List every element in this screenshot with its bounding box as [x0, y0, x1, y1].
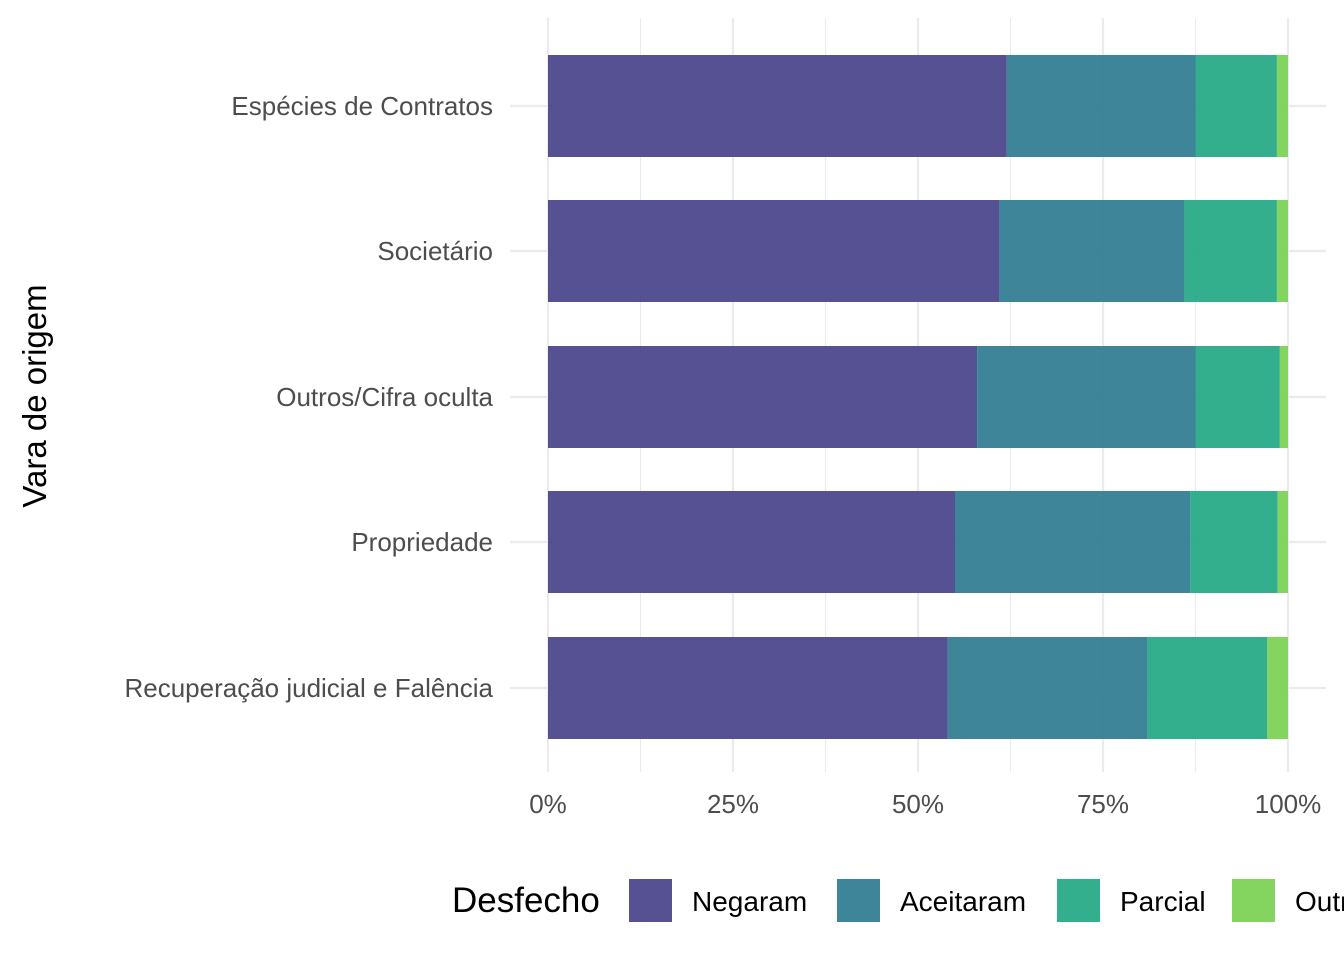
y-tick-label: Propriedade [351, 527, 493, 557]
x-tick-labels: 0% 25% 50% 75% 100% [529, 789, 1321, 819]
x-tick-label: 75% [1077, 789, 1129, 819]
bar-segment-outros [1277, 491, 1288, 593]
legend-key-parcial [1057, 879, 1100, 922]
legend-label-aceitaram: Aceitaram [900, 886, 1026, 917]
legend-key-outros [1232, 879, 1275, 922]
legend: Desfecho Negaram Aceitaram Parcial Outros [452, 879, 1344, 922]
bar-segment-parcial [1195, 346, 1280, 448]
y-tick-label: Outros/Cifra oculta [276, 382, 493, 412]
bar-segment-outros [1276, 200, 1288, 302]
y-tick-label: Espécies de Contratos [231, 91, 493, 121]
y-tick-labels: Espécies de Contratos Societário Outros/Ci… [124, 91, 493, 703]
bar-segment-negaram [548, 200, 1000, 302]
bar-segment-aceitaram [999, 200, 1185, 302]
y-axis-title: Vara de origem [16, 284, 53, 507]
legend-label-negaram: Negaram [692, 886, 807, 917]
bar-segment-negaram [548, 346, 978, 448]
bars [548, 55, 1288, 739]
bar-segment-outros [1279, 346, 1288, 448]
bar-segment-parcial [1184, 200, 1277, 302]
x-tick-label: 0% [529, 789, 567, 819]
bar-segment-aceitaram [977, 346, 1196, 448]
legend-label-parcial: Parcial [1120, 886, 1206, 917]
bar-segment-aceitaram [947, 637, 1148, 739]
legend-key-negaram [629, 879, 672, 922]
bar-segment-parcial [1147, 637, 1268, 739]
bar-segment-parcial [1195, 55, 1277, 157]
bar-segment-negaram [548, 491, 955, 593]
bar-segment-negaram [548, 637, 948, 739]
bar-segment-aceitaram [955, 491, 1191, 593]
legend-title: Desfecho [452, 881, 600, 920]
legend-label-outros: Outros [1295, 886, 1344, 917]
x-tick-label: 25% [707, 789, 759, 819]
bar-segment-negaram [548, 55, 1007, 157]
bar-segment-parcial [1190, 491, 1278, 593]
bar-segment-aceitaram [1006, 55, 1196, 157]
x-tick-label: 100% [1255, 789, 1322, 819]
x-tick-label: 50% [892, 789, 944, 819]
y-tick-label: Societário [377, 236, 493, 266]
y-tick-label: Recuperação judicial e Falência [124, 673, 493, 703]
bar-segment-outros [1276, 55, 1288, 157]
bar-segment-outros [1267, 637, 1288, 739]
legend-key-aceitaram [837, 879, 880, 922]
